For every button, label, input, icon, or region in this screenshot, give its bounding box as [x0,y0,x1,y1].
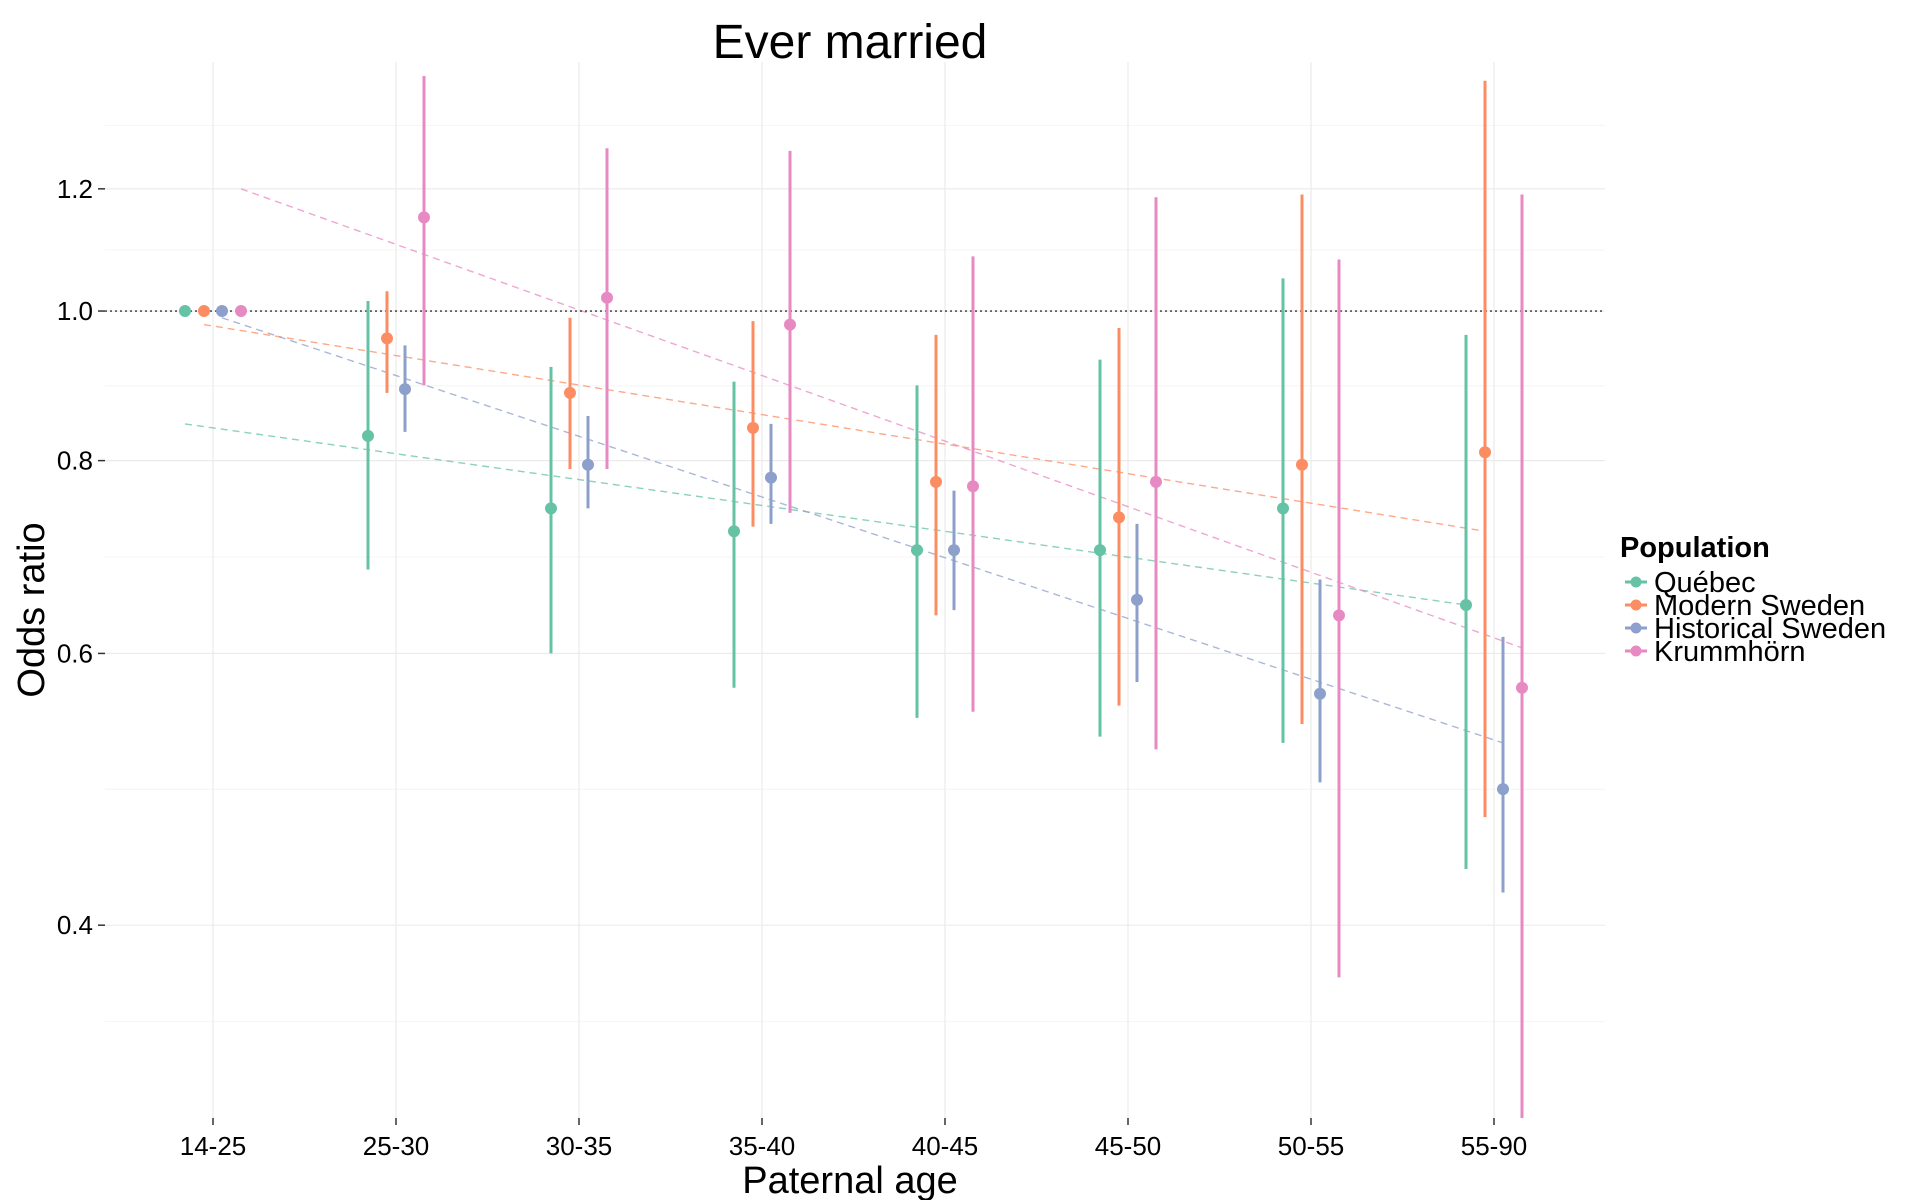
trend-line-1 [203,323,1486,532]
legend-label-2: Historical Sweden [1654,613,1886,645]
point-s3-c3 [784,318,796,331]
point-s0-c3 [728,525,740,538]
point-s3-c0 [235,305,247,318]
point-s1-c0 [198,305,210,318]
legend-label-3: Krummhörn [1654,636,1806,668]
x-tick-label-6: 50-55 [1278,1131,1345,1161]
grid [105,62,1605,1118]
point-s0-c7 [1460,598,1472,611]
point-s1-c5 [1113,511,1125,524]
legend-key-point-0 [1630,576,1642,588]
point-s0-c2 [545,502,557,515]
point-s1-c1 [381,332,393,345]
point-s3-c6 [1333,609,1345,622]
x-tick-label-4: 40-45 [912,1131,979,1161]
y-tick-label-3: 1.0 [57,296,93,326]
point-s3-c4 [967,480,979,493]
x-tick-label-3: 35-40 [729,1131,796,1161]
x-tick-label-7: 55-90 [1461,1131,1528,1161]
legend-key-point-3 [1630,645,1642,657]
point-s1-c6 [1296,458,1308,471]
point-s2-c3 [765,471,777,484]
x-tick-label-5: 45-50 [1095,1131,1162,1161]
x-axis: 14-25 25-30 30-35 35-40 40-45 45-50 50-55 55-90 [180,1118,1528,1161]
point-s0-c1 [362,429,374,442]
point-s3-c7 [1516,681,1528,694]
x-axis-title: Paternal age [742,1160,958,1200]
y-tick-label-4: 1.2 [57,174,93,204]
legend-key-point-2 [1630,622,1642,634]
point-s1-c4 [930,475,942,488]
point-s1-c7 [1479,446,1491,459]
trend-line-3 [240,188,1523,649]
point-s2-c6 [1314,687,1326,700]
point-s2-c5 [1131,593,1143,606]
y-tick-label-1: 0.6 [57,638,93,668]
y-tick-label-2: 0.8 [57,446,93,476]
y-axis: 0.4 0.6 0.8 1.0 1.2 [57,174,105,940]
trend-line-2 [221,317,1504,744]
legend-title: Population [1620,532,1770,564]
y-tick-label-0: 0.4 [57,910,93,940]
trend-line-0 [184,423,1467,606]
point-s1-c2 [564,386,576,399]
point-s0-c4 [911,544,923,557]
x-tick-label-0: 14-25 [180,1131,247,1161]
legend-key-point-1 [1630,599,1642,611]
legend-label-1: Modern Sweden [1654,590,1865,622]
point-s3-c1 [418,211,430,224]
point-s3-c2 [601,291,613,304]
point-s0-c0 [179,305,191,318]
point-s3-c5 [1150,475,1162,488]
y-axis-title: Odds ratio [11,522,53,697]
x-tick-label-2: 30-35 [546,1131,613,1161]
x-tick-label-1: 25-30 [363,1131,430,1161]
trend-lines [184,188,1523,744]
point-s2-c0 [216,305,228,318]
point-s2-c7 [1497,783,1509,796]
point-s0-c5 [1094,544,1106,557]
point-s1-c3 [747,421,759,434]
legend-label-0: Québec [1654,567,1756,599]
point-s2-c1 [399,383,411,396]
point-s2-c4 [948,544,960,557]
point-s2-c2 [582,458,594,471]
chart-title: Ever married [713,16,988,69]
point-s0-c6 [1277,502,1289,515]
data-points [179,211,1528,796]
